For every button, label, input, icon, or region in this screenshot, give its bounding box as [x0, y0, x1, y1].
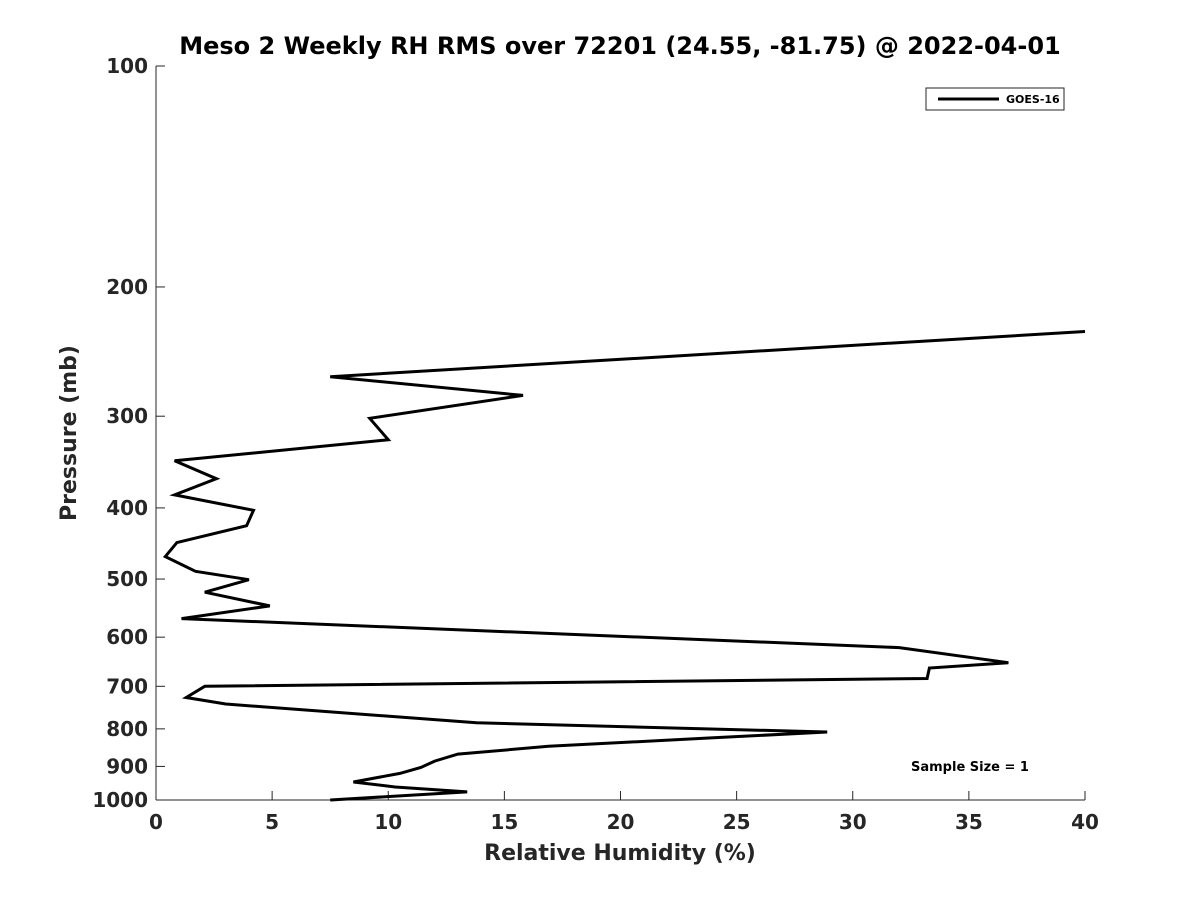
sample-size-annotation: Sample Size = 1	[911, 760, 1029, 775]
y-tick-label: 900	[106, 754, 148, 778]
legend: GOES-16	[925, 87, 1065, 111]
series-line-goes16	[162, 330, 1086, 802]
x-axis-label: Relative Humidity (%)	[484, 841, 756, 866]
x-tick-label: 10	[374, 810, 402, 834]
y-axis-label: Pressure (mb)	[57, 345, 82, 521]
x-tick-label: 20	[607, 810, 635, 834]
y-tick-label: 400	[106, 496, 148, 520]
x-tick-label: 40	[1071, 810, 1099, 834]
y-tick-label: 100	[106, 54, 148, 78]
x-tick-label: 25	[723, 810, 751, 834]
y-tick-label: 600	[106, 625, 148, 649]
y-axis-ticks: 100 200 300 400 500 600 700 800 900 1000	[92, 54, 165, 812]
chart-title: Meso 2 Weekly RH RMS over 72201 (24.55, …	[179, 32, 1061, 60]
legend-entry-goes16: GOES-16	[1006, 93, 1060, 106]
x-tick-label: 15	[490, 810, 518, 834]
y-tick-label: 700	[106, 674, 148, 698]
y-tick-label: 200	[106, 275, 148, 299]
y-tick-label: 500	[106, 567, 148, 591]
x-axis-ticks: 0 5 10 15 20 25 30 35 40	[149, 791, 1099, 834]
x-tick-label: 35	[955, 810, 983, 834]
x-tick-label: 5	[265, 810, 279, 834]
y-tick-label: 300	[106, 404, 148, 428]
x-tick-label: 0	[149, 810, 163, 834]
y-tick-label: 1000	[92, 788, 148, 812]
x-tick-label: 30	[839, 810, 867, 834]
y-tick-label: 800	[106, 717, 148, 741]
